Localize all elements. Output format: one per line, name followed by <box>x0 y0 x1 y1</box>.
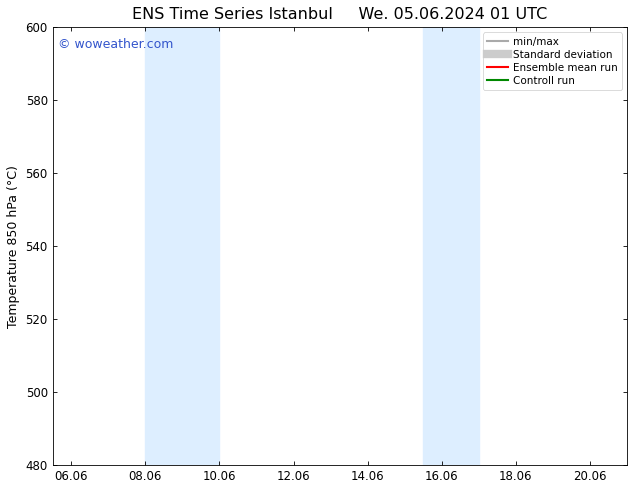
Y-axis label: Temperature 850 hPa (°C): Temperature 850 hPa (°C) <box>7 165 20 328</box>
Text: © woweather.com: © woweather.com <box>58 38 174 51</box>
Legend: min/max, Standard deviation, Ensemble mean run, Controll run: min/max, Standard deviation, Ensemble me… <box>482 32 622 90</box>
Title: ENS Time Series Istanbul     We. 05.06.2024 01 UTC: ENS Time Series Istanbul We. 05.06.2024 … <box>133 7 547 22</box>
Bar <box>145 27 219 465</box>
Bar <box>424 27 479 465</box>
